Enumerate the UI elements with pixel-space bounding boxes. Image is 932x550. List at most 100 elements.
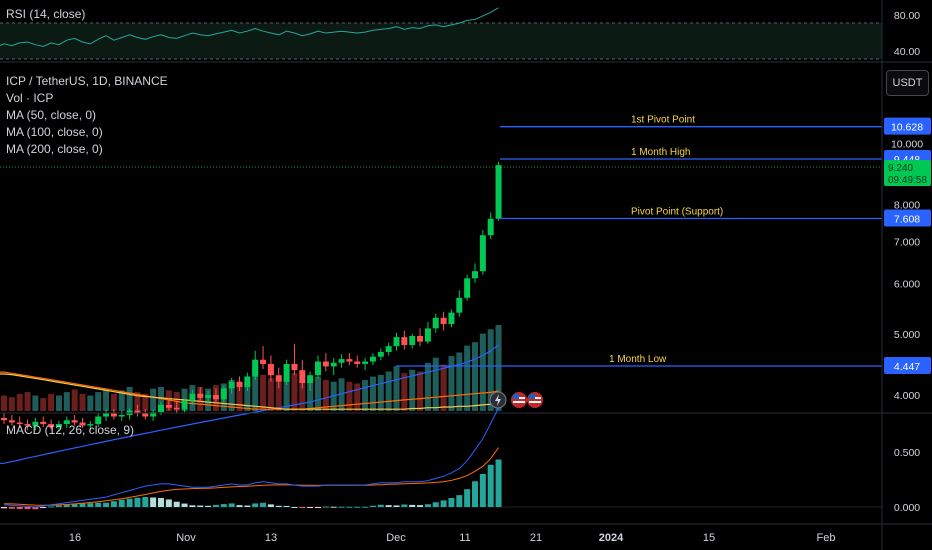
macd-histogram-bar bbox=[126, 498, 133, 507]
pivot-label: 1 Month Low bbox=[609, 354, 667, 365]
candle bbox=[338, 359, 345, 363]
macd-histogram-bar bbox=[228, 503, 235, 507]
time-tick: 15 bbox=[703, 532, 715, 544]
macd-histogram-bar bbox=[181, 503, 188, 507]
macd-histogram-bar bbox=[362, 506, 369, 508]
macd-histogram-bar bbox=[346, 506, 353, 508]
macd-histogram-bar bbox=[95, 502, 102, 507]
candle bbox=[158, 404, 164, 413]
candle bbox=[315, 361, 321, 376]
macd-histogram-bar bbox=[409, 504, 416, 507]
candle bbox=[479, 235, 486, 272]
candle bbox=[55, 424, 62, 428]
macd-histogram-bar bbox=[479, 474, 486, 507]
candle bbox=[1, 418, 7, 421]
time-tick: 2024 bbox=[599, 532, 624, 544]
legend-ma200[interactable]: MA (200, close, 0) bbox=[6, 142, 103, 156]
pivot-label: Pivot Point (Support) bbox=[631, 206, 723, 217]
macd-histogram-bar bbox=[440, 500, 447, 507]
candle bbox=[472, 271, 478, 279]
rsi-pane[interactable] bbox=[0, 7, 882, 60]
candle bbox=[424, 328, 431, 342]
macd-histogram-bar bbox=[330, 506, 337, 508]
rsi-level-tick: 40.00 bbox=[894, 46, 920, 58]
macd-histogram-bar bbox=[24, 507, 31, 510]
candle bbox=[103, 413, 110, 417]
candle bbox=[252, 359, 259, 377]
macd-histogram-bar bbox=[158, 498, 164, 507]
candle bbox=[448, 312, 455, 325]
time-axis[interactable]: 16 Nov 13 Dec 11 21 2024 15 Feb bbox=[69, 532, 836, 544]
time-tick: 11 bbox=[459, 532, 470, 544]
volume-bar bbox=[495, 325, 502, 411]
legend-volume[interactable]: Vol · ICP bbox=[6, 91, 54, 105]
macd-histogram-bar bbox=[267, 504, 274, 507]
volume-bar bbox=[79, 393, 86, 411]
macd-histogram-bar bbox=[150, 497, 157, 507]
candle bbox=[173, 407, 180, 410]
legend-symbol[interactable]: ICP / TetherUS, 1D, BINANCE bbox=[6, 74, 168, 88]
candle bbox=[165, 404, 172, 408]
macd-histogram-bar bbox=[63, 504, 70, 507]
candle bbox=[362, 361, 369, 364]
volume-bar bbox=[126, 386, 133, 411]
volume-bar bbox=[377, 374, 384, 411]
volume-bar bbox=[385, 371, 392, 411]
volume-bar bbox=[267, 378, 274, 411]
price-tick: 5.000 bbox=[894, 329, 920, 341]
volume-bar bbox=[322, 380, 329, 411]
pivot-price-tag bbox=[884, 209, 931, 227]
macd-histogram-bar bbox=[464, 489, 471, 507]
candle bbox=[79, 422, 86, 426]
price-tick: 4.000 bbox=[894, 390, 920, 402]
macd-histogram-bar bbox=[393, 505, 400, 507]
volume-bar bbox=[487, 329, 494, 411]
candle bbox=[275, 375, 282, 382]
macd-histogram-bar bbox=[299, 507, 306, 509]
macd-histogram-bar bbox=[283, 505, 290, 507]
time-tick: Nov bbox=[176, 532, 196, 544]
candle bbox=[487, 218, 494, 236]
rsi-line bbox=[0, 7, 499, 48]
us-flag-icon[interactable] bbox=[511, 392, 527, 408]
volume-bar bbox=[1, 395, 7, 411]
macd-histogram-bar bbox=[16, 507, 23, 509]
ma200-line bbox=[0, 373, 499, 410]
candle bbox=[401, 337, 408, 346]
volume-bar bbox=[252, 363, 259, 411]
volume-bar bbox=[291, 373, 298, 411]
pivot-label: 1st Pivot Point bbox=[631, 115, 695, 126]
legend-ma50[interactable]: MA (50, close, 0) bbox=[6, 108, 97, 122]
macd-histogram-bar bbox=[338, 506, 345, 508]
time-tick: 16 bbox=[69, 532, 81, 544]
volume-bar bbox=[134, 392, 141, 411]
macd-histogram-bar bbox=[315, 507, 321, 508]
candle bbox=[283, 363, 290, 382]
macd-histogram-bar bbox=[71, 504, 78, 507]
candle bbox=[260, 359, 267, 364]
macd-histogram-bar bbox=[79, 503, 86, 507]
lightning-icon[interactable] bbox=[489, 391, 507, 409]
time-tick: 21 bbox=[530, 532, 542, 544]
volume-bar bbox=[228, 380, 235, 411]
volume-bar bbox=[456, 352, 463, 411]
ma100-line bbox=[0, 371, 499, 410]
time-tick: Dec bbox=[386, 532, 406, 544]
macd-pane[interactable] bbox=[0, 407, 882, 510]
currency-button[interactable]: USDT bbox=[886, 70, 929, 96]
candle bbox=[87, 424, 94, 426]
candle bbox=[267, 363, 274, 376]
signal-line bbox=[3, 447, 499, 506]
volume-bar bbox=[472, 342, 478, 411]
candle bbox=[330, 362, 337, 367]
volume-bar bbox=[16, 393, 23, 411]
macd-histogram-bar bbox=[32, 507, 39, 510]
us-flag-icon[interactable] bbox=[527, 392, 543, 408]
macd-histogram-bar bbox=[448, 498, 455, 507]
price-axis[interactable]: 10.000 8.000 7.000 6.000 5.000 4.000 80.00 40.0… bbox=[884, 10, 931, 514]
legend-ma100[interactable]: MA (100, close, 0) bbox=[6, 125, 103, 139]
volume-bar bbox=[236, 385, 243, 411]
candle bbox=[63, 420, 70, 425]
